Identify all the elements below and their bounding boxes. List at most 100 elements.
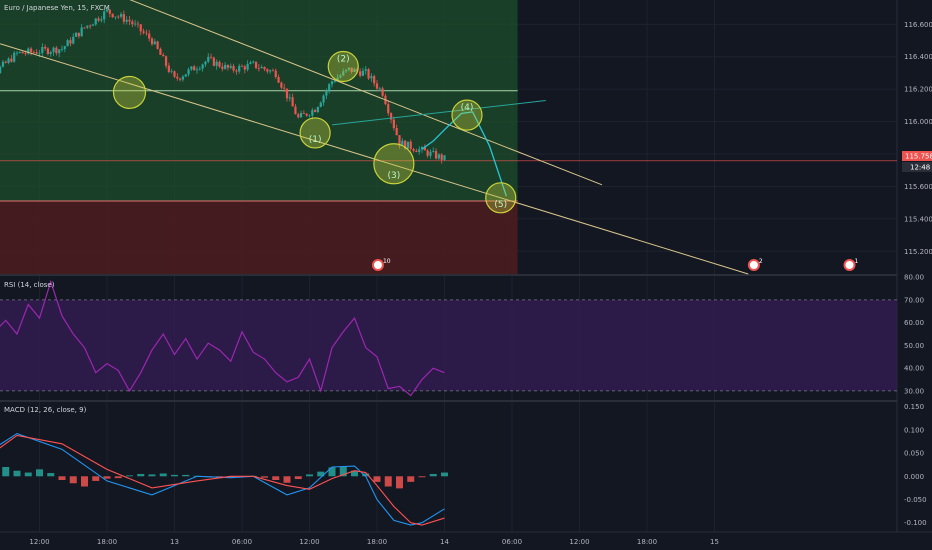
candle-body [269, 70, 272, 72]
time-tick-label: 12:00 [29, 538, 49, 546]
macd-histogram-bar [227, 476, 235, 478]
macd-histogram-bar [261, 476, 268, 478]
wave-label: (4) [461, 103, 474, 113]
candle-body [314, 109, 317, 112]
macd-tick-label: 0.150 [904, 403, 924, 411]
candle-body [89, 25, 92, 27]
candle-body [319, 102, 322, 107]
candle-body [46, 48, 50, 55]
channel-line-upper [129, 0, 603, 186]
candle-body [156, 41, 159, 49]
macd-tick-label: 0.000 [904, 473, 924, 481]
wave-circle [451, 99, 483, 131]
candle-body [263, 66, 266, 70]
candle-body [325, 90, 328, 96]
candle-body [105, 9, 109, 12]
candle-body [361, 70, 365, 76]
candle-body [232, 65, 235, 71]
price-axis[interactable]: 116.600116.400116.200116.000115.800115.6… [904, 21, 932, 527]
macd-pane[interactable] [0, 432, 448, 526]
candle-body [271, 70, 275, 72]
macd-histogram-bar [92, 476, 100, 481]
candle-body [305, 113, 308, 116]
candle-body [415, 150, 418, 153]
event-markers: 10 2 1 [371, 258, 859, 271]
price-pane-title: Euro / Japanese Yen, 15, FXCM [4, 4, 110, 12]
signal-line [0, 434, 445, 526]
rsi-line [0, 279, 445, 397]
candle-body [63, 46, 66, 49]
candle-body [60, 48, 64, 50]
event-marker [371, 259, 384, 271]
macd-tick-label: 0.100 [904, 426, 924, 434]
candle-body [125, 19, 128, 22]
candle-body [212, 57, 215, 66]
candle-body [406, 141, 410, 149]
candle-body [330, 81, 334, 85]
macd-histogram-bar [351, 470, 358, 477]
candle-body [119, 14, 123, 17]
candle-body [66, 40, 69, 47]
last-price-tag: 115.758 12:48 [902, 151, 932, 172]
candle-body [302, 113, 305, 114]
candle-body [389, 113, 393, 120]
candle-body [128, 19, 131, 22]
candle-body [434, 151, 438, 159]
time-tick-label: 12:00 [569, 538, 589, 546]
candle-body [159, 48, 162, 55]
rsi-pane[interactable] [0, 279, 897, 397]
wave-markers: (1) (2) (3) (4) (5) [112, 50, 517, 214]
candle-body [44, 46, 47, 49]
time-axis[interactable]: 12:00 18:00 13 06:00 12:00 18:00 14 06:00 12:00 1… [29, 538, 719, 546]
candle-body [131, 21, 134, 25]
candle-body [344, 69, 348, 72]
candle-body [148, 33, 151, 39]
candle-body [342, 71, 345, 76]
candle-body [170, 71, 173, 73]
candle-body [426, 150, 429, 156]
candle-body [164, 56, 168, 66]
macd-histogram-bar [58, 476, 66, 480]
wave-circle [299, 117, 331, 149]
candle-body [420, 147, 424, 150]
macd-tick-label: 0.050 [904, 450, 924, 458]
candle-body [364, 69, 367, 71]
price-tick-label: 115.600 [904, 183, 932, 191]
candle-body [150, 38, 154, 45]
wave-label: (1) [309, 135, 322, 145]
candle-body [55, 47, 58, 54]
candle-body [328, 84, 331, 91]
candle-body [86, 25, 89, 28]
candle-body [173, 71, 176, 77]
candle-body [32, 52, 35, 53]
macd-histogram-bar [294, 476, 302, 480]
macd-histogram-bar [36, 469, 43, 477]
candle-body [153, 41, 156, 45]
macd-histogram-bar [81, 476, 88, 487]
macd-histogram-bar [384, 476, 392, 487]
macd-pane-title: MACD (12, 26, close, 9) [4, 406, 87, 414]
candle-body [83, 27, 86, 29]
candle-body [4, 61, 7, 63]
candle-body [235, 70, 238, 72]
candles [0, 6, 446, 164]
candle-body [226, 64, 230, 68]
candle-body [122, 14, 125, 22]
rsi-tick-label: 50.00 [904, 342, 924, 350]
macd-histogram-bar [373, 476, 381, 482]
last-price-label: 115.758 [905, 153, 932, 161]
candle-body [195, 69, 199, 71]
candle-body [246, 64, 249, 70]
price-pane[interactable]: (1) (2) (3) (4) (5) 10 2 1 [0, 0, 897, 275]
candle-body [218, 61, 221, 67]
candle-body [387, 104, 390, 114]
candle-body [381, 88, 384, 96]
macd-histogram-bar [47, 473, 55, 477]
macd-histogram-bar [362, 473, 370, 477]
rsi-tick-label: 60.00 [904, 319, 924, 327]
candle-body [103, 11, 106, 20]
candle-body [77, 32, 80, 37]
macd-histogram-bar [24, 472, 32, 477]
candle-body [117, 16, 120, 18]
